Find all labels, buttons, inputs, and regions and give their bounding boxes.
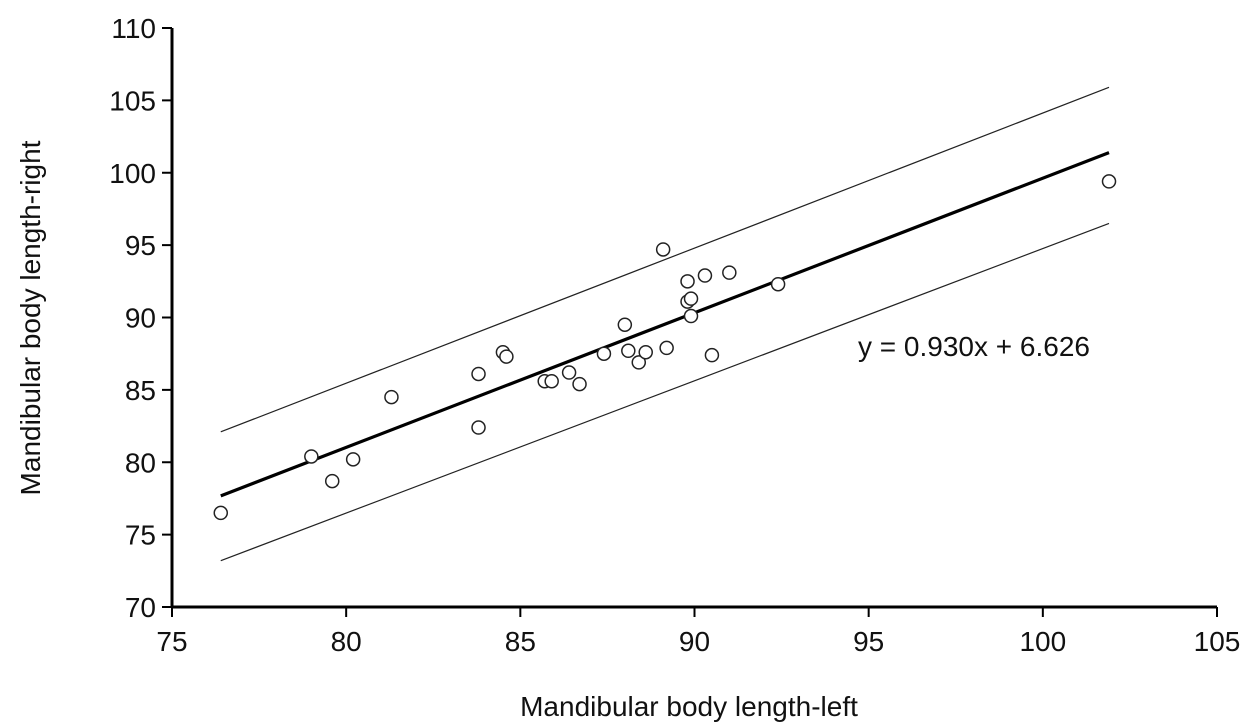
data-point	[471, 366, 486, 382]
y-tick-label: 75	[125, 520, 156, 551]
y-tick-label: 110	[111, 13, 156, 44]
data-point	[638, 344, 653, 360]
data-point	[697, 268, 713, 283]
data-point	[722, 265, 737, 280]
data-point	[213, 505, 229, 521]
x-tick-label: 80	[331, 626, 362, 657]
y-tick-label: 100	[109, 158, 156, 189]
data-point	[770, 276, 786, 292]
data-point	[655, 242, 671, 257]
data-point	[683, 308, 699, 324]
regression-line-layer	[220, 151, 1110, 498]
x-tick-label: 105	[1194, 626, 1241, 657]
y-tick-label: 80	[125, 447, 156, 478]
x-tick-label: 85	[505, 626, 536, 657]
y-tick-label: 70	[125, 592, 156, 623]
x-tick-label: 95	[853, 626, 884, 657]
data-point	[544, 373, 559, 389]
y-tick-label: 105	[109, 85, 156, 116]
x-tick-label: 75	[156, 626, 187, 657]
data-point	[596, 346, 612, 361]
x-ticks-layer: 75 80 85 90 95 100 105	[156, 607, 1240, 657]
data-point	[704, 347, 720, 363]
data-point	[683, 291, 699, 306]
y-tick-label: 90	[125, 303, 156, 334]
regression-line	[220, 151, 1110, 498]
y-ticks-layer: 70 75 80 85 90 95 100 105 110	[109, 13, 172, 623]
data-point	[345, 452, 361, 467]
data-point	[659, 340, 674, 356]
x-tick-label: 90	[679, 626, 710, 657]
data-point	[617, 317, 633, 332]
data-point	[1101, 174, 1117, 189]
prediction-band-layer	[220, 86, 1110, 562]
data-point	[324, 473, 340, 489]
x-axis-title: Mandibular body length-left	[520, 691, 858, 722]
data-point	[572, 376, 587, 392]
data-points-layer	[213, 174, 1117, 521]
data-point	[680, 274, 695, 289]
data-point	[631, 355, 647, 370]
data-point	[471, 420, 486, 435]
regression-equation: y = 0.930x + 6.626	[858, 331, 1090, 362]
data-point	[561, 365, 577, 380]
data-point	[621, 343, 636, 359]
data-point	[384, 389, 399, 405]
y-tick-label: 85	[125, 375, 156, 406]
y-axis-title: Mandibular body length-right	[15, 140, 46, 495]
lower-prediction-line	[220, 222, 1110, 562]
y-tick-label: 95	[125, 230, 156, 261]
data-point	[304, 449, 319, 464]
x-tick-label: 100	[1019, 626, 1066, 657]
data-point	[499, 349, 514, 364]
upper-prediction-line	[220, 86, 1110, 433]
